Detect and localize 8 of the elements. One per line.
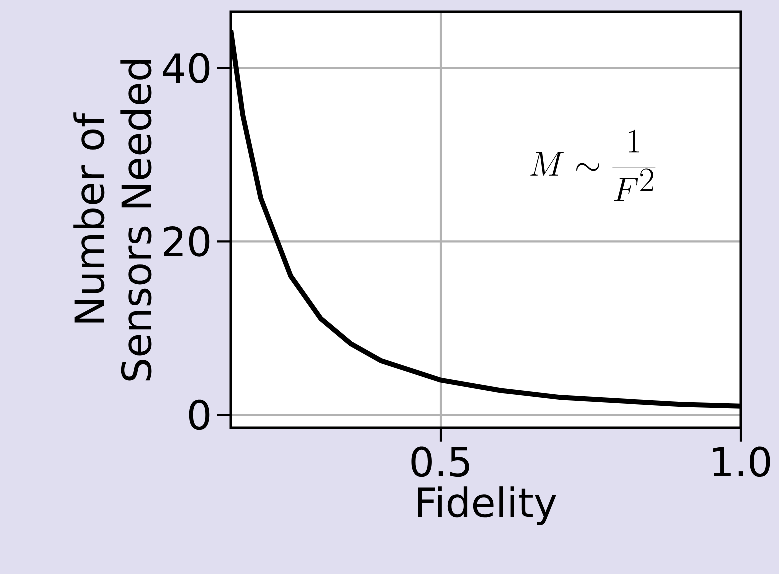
y-axis-title: Number of Sensors Needed bbox=[74, 60, 152, 381]
y-tick-label: 40 bbox=[163, 53, 210, 84]
y-tick-label: 20 bbox=[164, 226, 210, 257]
x-tick-label: 0.5 bbox=[412, 446, 470, 478]
y-tick-label: 0 bbox=[189, 400, 210, 430]
annotation: $M \sim \frac{1}{F^2}$ bbox=[530, 130, 656, 202]
x-axis-title: Fidelity bbox=[418, 486, 556, 526]
x-tick-label: 1.0 bbox=[713, 446, 770, 478]
